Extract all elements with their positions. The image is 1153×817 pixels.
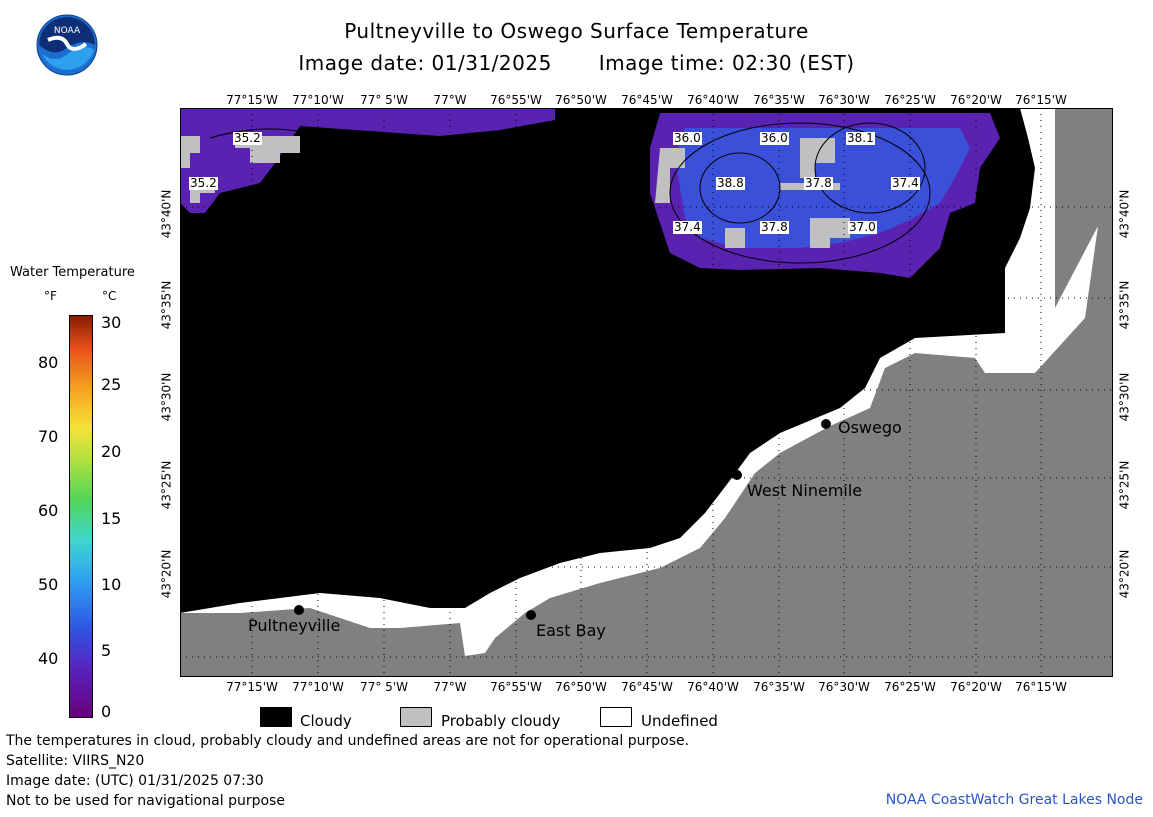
map-title: Pultneyville to Oswego Surface Temperatu…	[344, 19, 809, 43]
c-tick: 10	[101, 575, 122, 594]
f-tick: 40	[38, 649, 59, 668]
temperature-label: 37.8	[804, 176, 833, 190]
noaa-logo: NOAA	[36, 14, 98, 76]
lon-label-top: 77°15'W	[226, 93, 278, 107]
temperature-label: 35.2	[233, 131, 262, 145]
temperature-label: 38.8	[716, 176, 745, 190]
footer-credit: NOAA CoastWatch Great Lakes Node	[885, 792, 1143, 808]
lon-label-top: 76°45'W	[621, 93, 673, 107]
water-region	[180, 108, 555, 213]
c-tick: 25	[101, 375, 122, 394]
footer-utc-date: Image date: (UTC) 01/31/2025 07:30	[6, 773, 264, 789]
graticule	[180, 108, 1113, 677]
lon-label-bottom: 76°35'W	[753, 680, 805, 694]
key-label-undefined: Undefined	[641, 712, 718, 730]
lat-label-right: 43°20'N	[1117, 549, 1132, 599]
lon-label-bottom: 76°50'W	[555, 680, 607, 694]
lon-label-bottom: 76°25'W	[884, 680, 936, 694]
city-label-pultneyville: Pultneyville	[248, 616, 341, 635]
temperature-colorbar	[69, 315, 93, 718]
unit-fahrenheit: °F	[44, 289, 57, 303]
footer-satellite: Satellite: VIIRS_N20	[6, 753, 145, 769]
city-label-oswego: Oswego	[838, 418, 902, 437]
lat-label-right: 43°40'N	[1117, 189, 1132, 239]
city-marker-east-bay	[526, 610, 536, 620]
lon-label-top: 76°20'W	[950, 93, 1002, 107]
lat-label-left: 43°35'N	[159, 280, 174, 330]
footer-navigation-warning: Not to be used for navigational purpose	[6, 793, 285, 809]
city-marker-oswego	[821, 419, 831, 429]
map-frame	[180, 108, 1113, 677]
logo-text: NOAA	[54, 26, 81, 36]
c-tick: 5	[101, 641, 112, 660]
city-label-east-bay: East Bay	[536, 621, 606, 640]
temperature-label: 37.4	[891, 176, 920, 190]
lon-label-bottom: 76°40'W	[687, 680, 739, 694]
temperature-label: 36.0	[673, 131, 702, 145]
c-tick: 30	[101, 313, 122, 332]
lon-label-top: 77°W	[433, 93, 467, 107]
unit-celsius: °C	[102, 289, 117, 303]
f-tick: 60	[38, 501, 59, 520]
lon-label-top: 77° 5'W	[360, 93, 408, 107]
temperature-label: 37.0	[848, 220, 877, 234]
image-date: Image date: 01/31/2025	[298, 51, 552, 75]
f-tick: 80	[38, 353, 59, 372]
lon-label-bottom: 76°45'W	[621, 680, 673, 694]
lat-label-left: 43°40'N	[159, 189, 174, 239]
lon-label-top: 76°15'W	[1015, 93, 1067, 107]
lon-label-bottom: 76°55'W	[490, 680, 542, 694]
city-label-west-ninemile: West Ninemile	[747, 481, 863, 500]
lon-label-top: 76°40'W	[687, 93, 739, 107]
lon-label-bottom: 76°20'W	[950, 680, 1002, 694]
lon-label-bottom: 77°W	[433, 680, 467, 694]
city-marker-pultneyville	[294, 605, 304, 615]
key-swatch-cloudy	[260, 707, 292, 727]
key-swatch-probably-cloudy	[400, 707, 432, 727]
lon-label-top: 76°35'W	[753, 93, 805, 107]
lon-label-bottom: 76°30'W	[818, 680, 870, 694]
temperature-label: 35.2	[189, 176, 218, 190]
temperature-label: 38.1	[846, 131, 875, 145]
lon-label-top: 76°25'W	[884, 93, 936, 107]
lat-label-left: 43°25'N	[159, 460, 174, 510]
lon-label-bottom: 76°15'W	[1015, 680, 1067, 694]
lat-label-left: 43°20'N	[159, 549, 174, 599]
lon-label-top: 77°10'W	[292, 93, 344, 107]
c-tick: 20	[101, 442, 122, 461]
contour-lines	[209, 122, 931, 264]
image-datetime: Image date: 01/31/2025 Image time: 02:30…	[0, 51, 1153, 75]
lat-label-right: 43°30'N	[1117, 372, 1132, 422]
city-marker-west-ninemile	[732, 470, 742, 480]
f-tick: 70	[38, 427, 59, 446]
lat-label-left: 43°30'N	[159, 372, 174, 422]
c-tick: 15	[101, 509, 122, 528]
footer-disclaimer: The temperatures in cloud, probably clou…	[6, 733, 690, 749]
c-tick: 0	[101, 702, 112, 721]
lon-label-bottom: 77°15'W	[226, 680, 278, 694]
f-tick: 50	[38, 575, 59, 594]
key-swatch-undefined	[600, 707, 632, 727]
lon-label-top: 76°50'W	[555, 93, 607, 107]
image-time: Image time: 02:30 (EST)	[598, 51, 855, 75]
cloud-patch	[655, 138, 850, 248]
key-label-probably-cloudy: Probably cloudy	[441, 712, 561, 730]
lon-label-bottom: 77° 5'W	[360, 680, 408, 694]
temperature-label: 36.0	[760, 131, 789, 145]
lat-label-right: 43°35'N	[1117, 280, 1132, 330]
map-canvas	[180, 108, 1113, 677]
lon-label-bottom: 77°10'W	[292, 680, 344, 694]
lat-label-right: 43°25'N	[1117, 460, 1132, 510]
temperature-label: 37.4	[673, 220, 702, 234]
lon-label-top: 76°30'W	[818, 93, 870, 107]
key-label-cloudy: Cloudy	[300, 712, 352, 730]
temperature-label: 37.8	[760, 220, 789, 234]
lon-label-top: 76°55'W	[490, 93, 542, 107]
legend-title: Water Temperature	[10, 265, 135, 280]
